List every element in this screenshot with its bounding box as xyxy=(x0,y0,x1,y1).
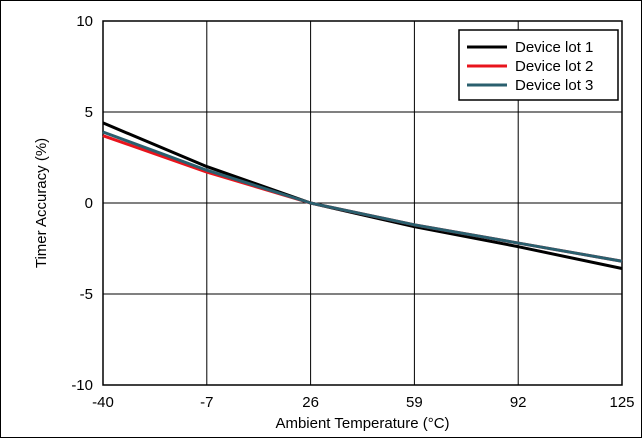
x-tick-label: 26 xyxy=(302,394,319,411)
legend-label: Device lot 2 xyxy=(515,58,593,75)
x-tick-label: 125 xyxy=(609,394,634,411)
y-axis-label: Timer Accuracy (%) xyxy=(33,138,50,268)
x-tick-label: 59 xyxy=(406,394,423,411)
x-axis-label: Ambient Temperature (°C) xyxy=(275,415,449,432)
x-tick-labels: -40 -7 26 59 92 125 xyxy=(92,394,634,411)
legend-label: Device lot 1 xyxy=(515,39,593,56)
y-tick-label: 10 xyxy=(76,13,93,30)
legend: Device lot 1 Device lot 2 Device lot 3 xyxy=(458,29,619,101)
y-tick-label: 5 xyxy=(85,104,93,121)
x-tick-label: -7 xyxy=(200,394,213,411)
plot-border xyxy=(102,20,623,386)
y-tick-label: -10 xyxy=(71,377,93,394)
x-tick-label: -40 xyxy=(92,394,114,411)
y-tick-label: 0 xyxy=(85,195,93,212)
series-line-3 xyxy=(102,130,623,263)
y-tick-labels: 10 5 0 -5 -10 xyxy=(71,13,93,394)
y-tick-label: -5 xyxy=(80,286,93,303)
series-lines xyxy=(102,121,623,270)
legend-label: Device lot 3 xyxy=(515,77,593,94)
x-tick-label: 92 xyxy=(510,394,527,411)
